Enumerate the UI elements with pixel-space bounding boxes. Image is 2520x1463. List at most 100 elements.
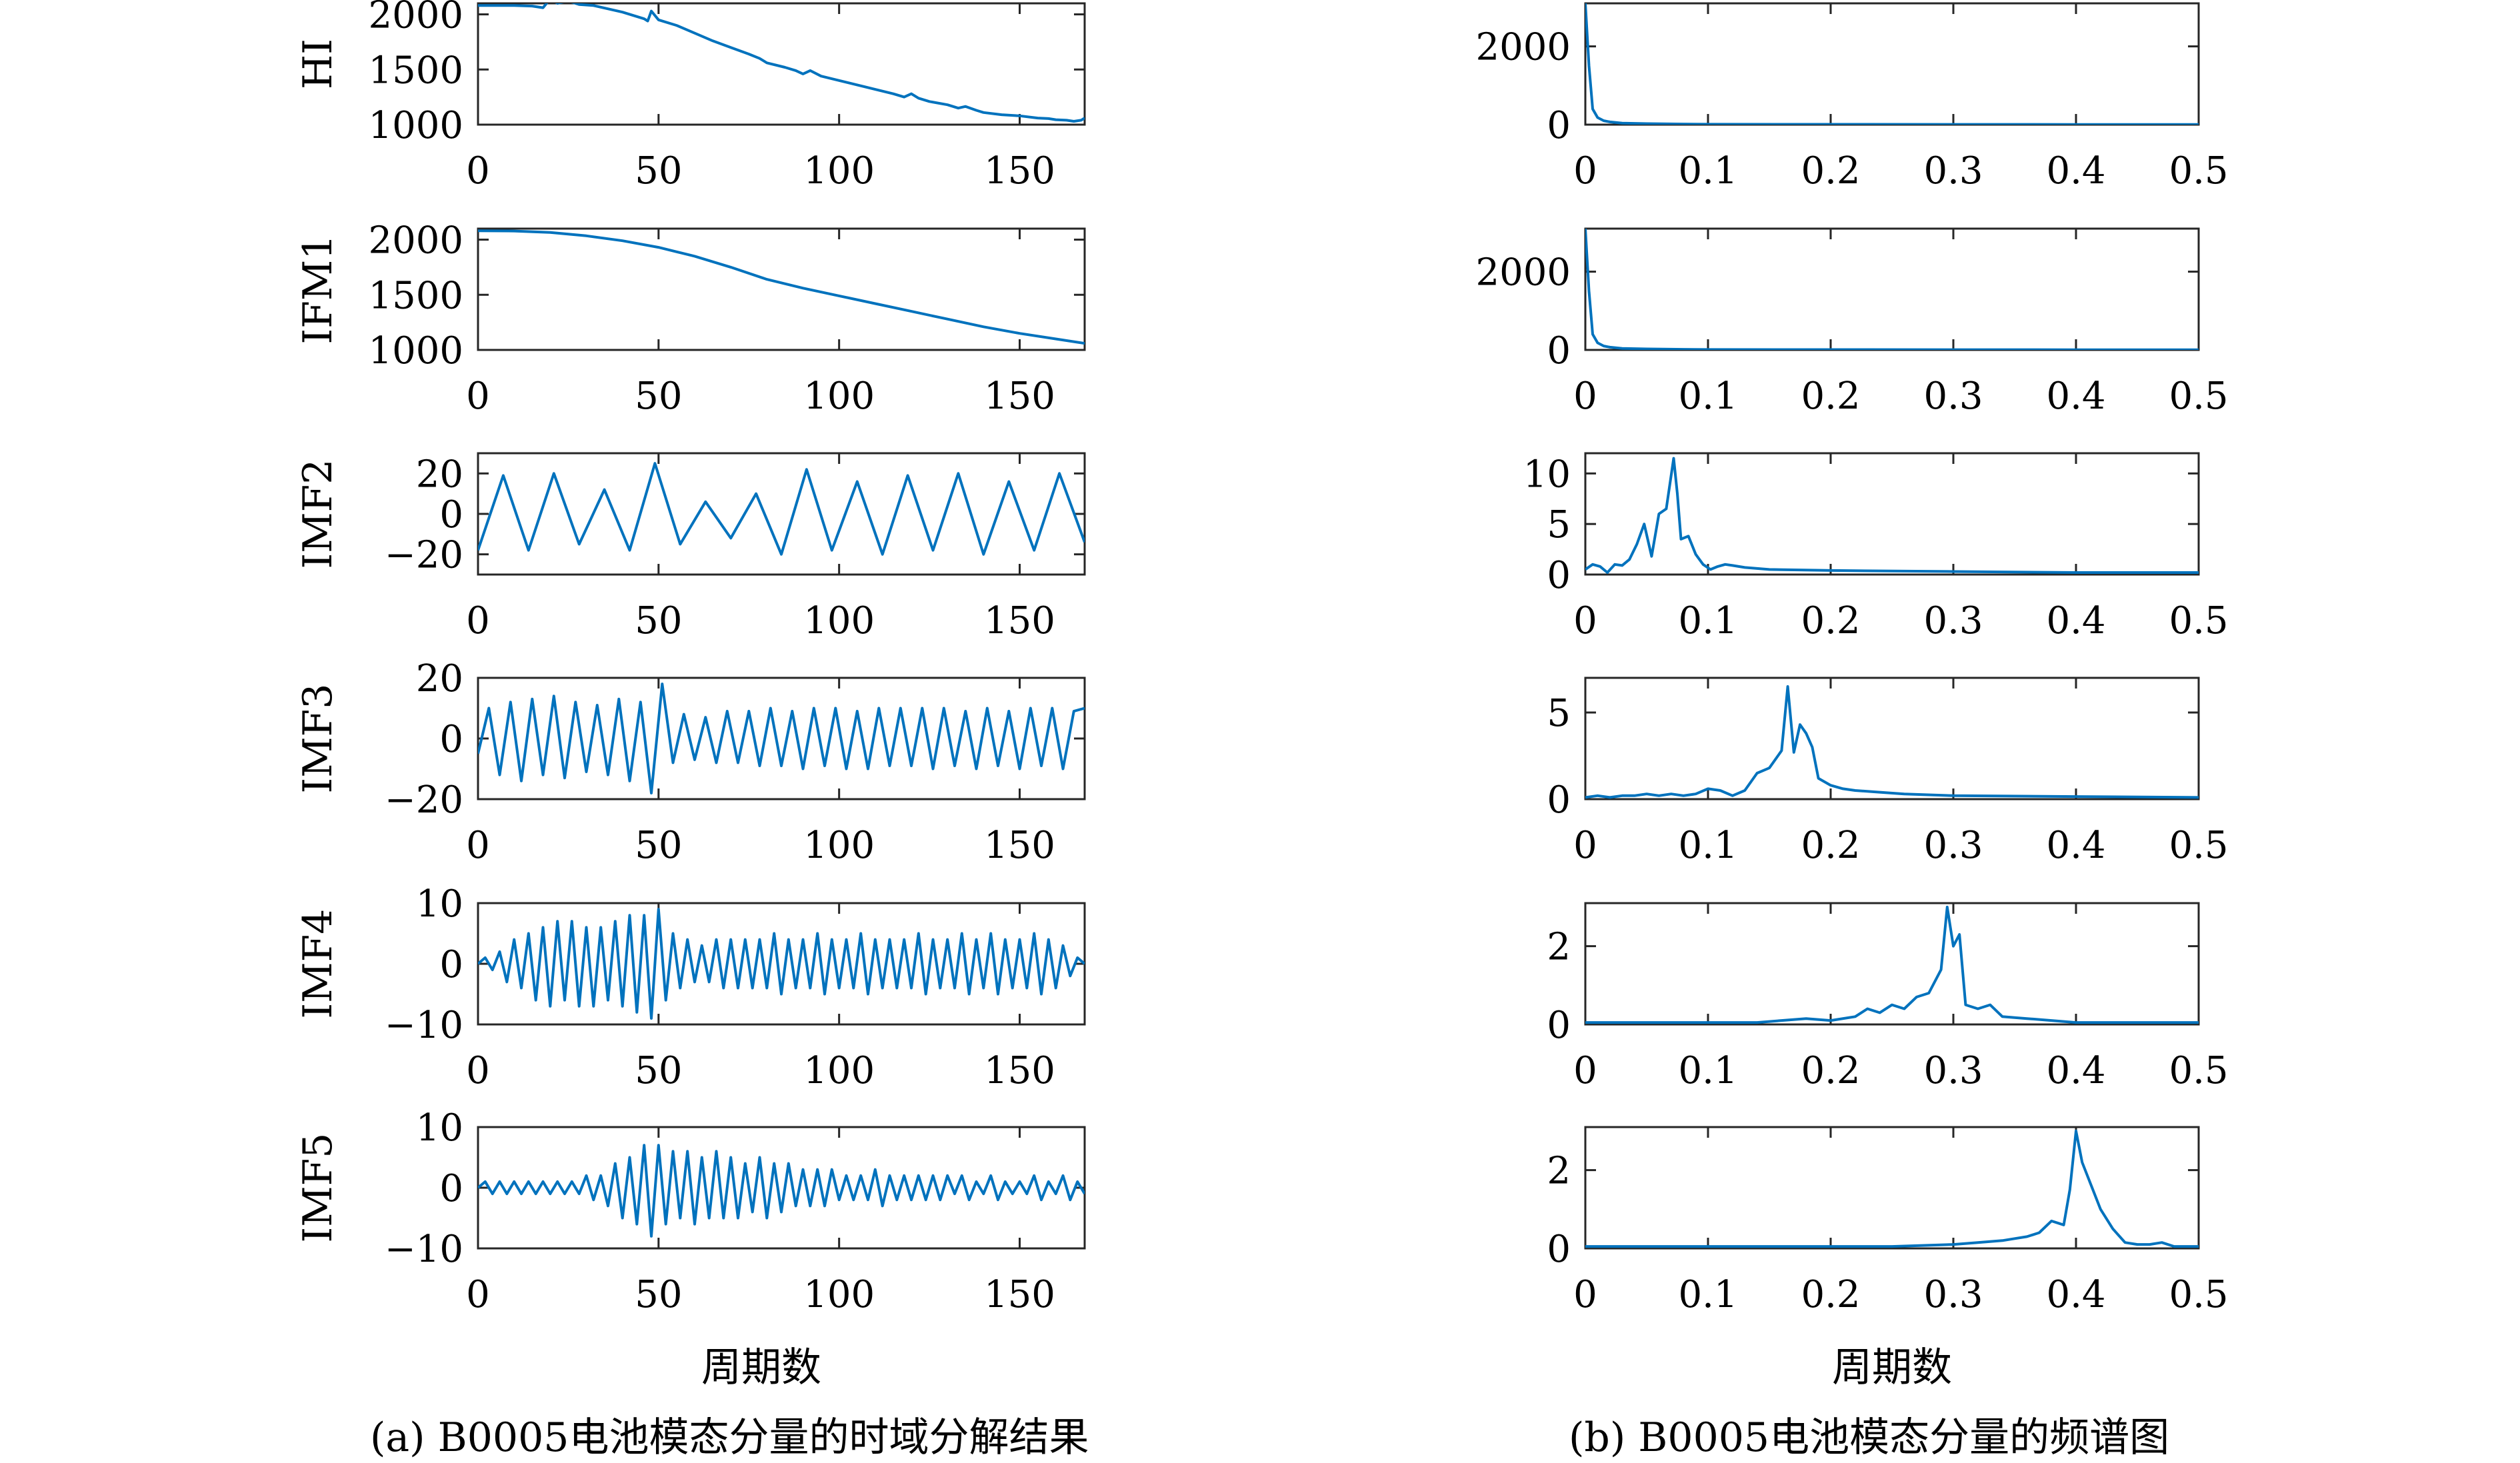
x-tick-label-time-4: 0 xyxy=(466,824,490,867)
left-x-axis-label: 周期数 xyxy=(701,1344,821,1391)
series-line-spec-4 xyxy=(1585,685,2199,799)
x-tick-label-spec-6: 0 xyxy=(1573,1273,1597,1316)
x-tick-label-spec-3: 0 xyxy=(1573,599,1597,643)
x-tick-label-time-2: 50 xyxy=(635,375,682,418)
plot-frame-spec-1 xyxy=(1584,2,2200,126)
y-tick-label-time-3: −20 xyxy=(385,534,463,577)
series-line-spec-5 xyxy=(1585,905,2199,1024)
y-axis-label-time-1: HI xyxy=(295,39,341,89)
x-tick-label-time-1: 100 xyxy=(803,149,875,193)
y-tick-label-spec-3: 0 xyxy=(1547,554,1571,597)
x-tick-label-spec-4: 0 xyxy=(1573,824,1597,867)
x-tick-label-time-5: 100 xyxy=(803,1049,875,1092)
y-axis-label-time-4: IMF3 xyxy=(295,684,341,794)
x-tick-label-time-3: 150 xyxy=(984,599,1055,643)
x-tick-label-spec-5: 0.4 xyxy=(2046,1049,2105,1092)
y-tick-label-time-5: 10 xyxy=(416,882,463,926)
x-tick-label-spec-1: 0.3 xyxy=(1923,149,1983,193)
y-tick-label-time-4: −20 xyxy=(385,778,463,822)
x-tick-label-time-3: 50 xyxy=(635,599,682,643)
plot-frame-time-2 xyxy=(477,227,1086,351)
x-tick-label-spec-5: 0.1 xyxy=(1678,1049,1737,1092)
series-line-time-3 xyxy=(478,462,1085,556)
x-tick-label-time-1: 50 xyxy=(635,149,682,193)
plot-frame-spec-2 xyxy=(1584,227,2200,351)
y-tick-label-spec-5: 0 xyxy=(1547,1004,1571,1047)
y-tick-label-spec-3: 10 xyxy=(1523,453,1571,496)
x-tick-label-spec-2: 0.4 xyxy=(2046,375,2105,418)
x-tick-label-time-4: 100 xyxy=(803,824,875,867)
y-tick-label-time-4: 20 xyxy=(416,657,463,701)
x-tick-label-spec-2: 0.1 xyxy=(1678,375,1737,418)
y-tick-label-spec-1: 0 xyxy=(1547,104,1571,147)
x-tick-label-spec-6: 0.1 xyxy=(1678,1273,1737,1316)
x-tick-label-spec-4: 0.1 xyxy=(1678,824,1737,867)
y-tick-label-time-5: −10 xyxy=(385,1004,463,1047)
x-tick-label-spec-1: 0.2 xyxy=(1801,149,1860,193)
series-line-time-6 xyxy=(478,1144,1085,1238)
series-line-spec-3 xyxy=(1585,457,2199,574)
x-tick-label-time-4: 50 xyxy=(635,824,682,867)
y-tick-label-spec-3: 5 xyxy=(1547,503,1571,547)
x-tick-label-time-2: 0 xyxy=(466,375,490,418)
right-x-axis-label: 周期数 xyxy=(1832,1344,1952,1391)
y-tick-label-spec-2: 2000 xyxy=(1475,251,1571,295)
x-tick-label-spec-4: 0.5 xyxy=(2169,824,2228,867)
y-tick-label-time-6: 0 xyxy=(439,1167,463,1210)
y-tick-label-spec-4: 0 xyxy=(1547,778,1571,822)
x-tick-label-spec-4: 0.4 xyxy=(2046,824,2105,867)
x-tick-label-spec-3: 0.5 xyxy=(2169,599,2228,643)
x-tick-label-time-5: 50 xyxy=(635,1049,682,1092)
series-line-time-1 xyxy=(478,3,1085,123)
x-tick-label-time-6: 0 xyxy=(466,1273,490,1316)
x-tick-label-spec-1: 0 xyxy=(1573,149,1597,193)
y-tick-label-time-5: 0 xyxy=(439,943,463,986)
x-tick-label-time-6: 100 xyxy=(803,1273,875,1316)
plot-frame-time-1 xyxy=(477,2,1086,126)
x-tick-label-spec-5: 0.2 xyxy=(1801,1049,1860,1092)
y-axis-label-time-3: IMF2 xyxy=(295,459,341,569)
y-tick-label-time-2: 1500 xyxy=(368,274,463,317)
x-tick-label-spec-4: 0.3 xyxy=(1923,824,1983,867)
y-tick-label-time-4: 0 xyxy=(439,718,463,761)
x-tick-label-time-5: 0 xyxy=(466,1049,490,1092)
y-tick-label-spec-4: 5 xyxy=(1547,692,1571,735)
y-axis-label-time-6: IMF5 xyxy=(295,1133,341,1243)
y-tick-label-time-1: 1000 xyxy=(368,104,463,147)
x-tick-label-spec-2: 0.5 xyxy=(2169,375,2228,418)
plot-frame-time-4 xyxy=(477,677,1086,800)
y-tick-label-time-6: −10 xyxy=(385,1228,463,1271)
series-line-spec-1 xyxy=(1585,3,2199,125)
x-tick-label-spec-3: 0.3 xyxy=(1923,599,1983,643)
y-tick-label-time-2: 1000 xyxy=(368,329,463,373)
x-tick-label-spec-5: 0.5 xyxy=(2169,1049,2228,1092)
plot-frame-time-6 xyxy=(477,1126,1086,1250)
y-axis-label-time-2: IFM1 xyxy=(295,235,341,345)
x-tick-label-spec-3: 0.4 xyxy=(2046,599,2105,643)
series-line-spec-6 xyxy=(1585,1129,2199,1248)
x-tick-label-spec-5: 0.3 xyxy=(1923,1049,1983,1092)
series-line-spec-2 xyxy=(1585,229,2199,350)
x-tick-label-spec-3: 0.2 xyxy=(1801,599,1860,643)
y-tick-label-spec-1: 2000 xyxy=(1475,26,1571,69)
y-tick-label-time-1: 2000 xyxy=(368,0,463,37)
x-tick-label-spec-6: 0.3 xyxy=(1923,1273,1983,1316)
x-tick-label-spec-6: 0.4 xyxy=(2046,1273,2105,1316)
caption-b: (b) B0005电池模态分量的频谱图 xyxy=(1569,1414,2170,1461)
plot-frame-spec-3 xyxy=(1584,452,2200,576)
x-tick-label-time-4: 150 xyxy=(984,824,1055,867)
x-tick-label-spec-1: 0.5 xyxy=(2169,149,2228,193)
y-tick-label-spec-6: 2 xyxy=(1547,1150,1571,1193)
plot-frame-spec-4 xyxy=(1584,677,2200,800)
y-tick-label-time-3: 0 xyxy=(439,493,463,537)
plot-frame-spec-6 xyxy=(1584,1126,2200,1250)
x-tick-label-time-6: 50 xyxy=(635,1273,682,1316)
caption-a: (a) B0005电池模态分量的时域分解结果 xyxy=(370,1414,1089,1461)
x-tick-label-spec-4: 0.2 xyxy=(1801,824,1860,867)
x-tick-label-spec-2: 0 xyxy=(1573,375,1597,418)
y-axis-label-time-5: IMF4 xyxy=(295,909,341,1019)
x-tick-label-spec-1: 0.1 xyxy=(1678,149,1737,193)
y-tick-label-spec-5: 2 xyxy=(1547,926,1571,969)
x-tick-label-spec-1: 0.4 xyxy=(2046,149,2105,193)
